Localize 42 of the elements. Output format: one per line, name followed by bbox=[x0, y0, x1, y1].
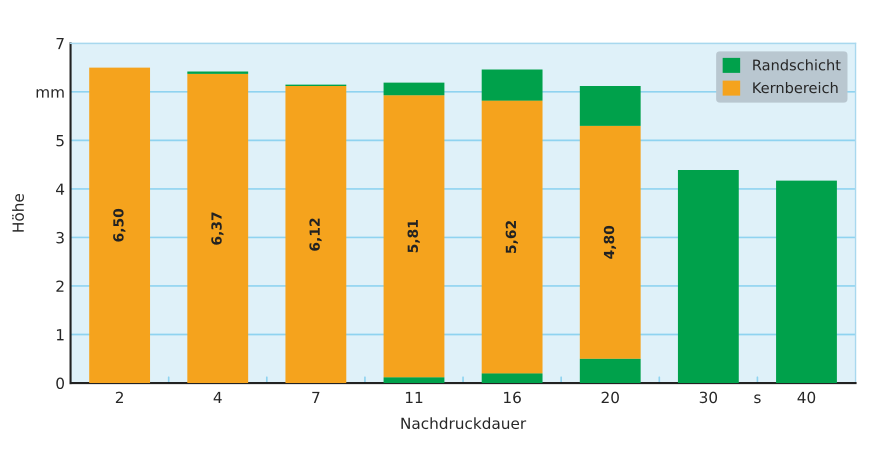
x-tick-label: 16 bbox=[504, 392, 521, 404]
data-label: 5,81 bbox=[408, 220, 420, 252]
y-tick-label: 2 bbox=[56, 280, 64, 292]
bar bbox=[187, 74, 248, 384]
bar bbox=[384, 95, 444, 378]
x-tick-label: 2 bbox=[116, 392, 123, 403]
y-tick-label: 5 bbox=[56, 135, 64, 146]
bar bbox=[384, 82, 444, 96]
bar bbox=[678, 170, 739, 384]
text: s bbox=[754, 394, 761, 404]
bar bbox=[776, 180, 837, 384]
data-label: 4,80 bbox=[604, 226, 616, 259]
x-tick-label: 20 bbox=[602, 392, 619, 404]
y-tick-label: 7 bbox=[56, 38, 64, 50]
x-axis-title: Nachdruckdauer bbox=[401, 417, 526, 430]
y-tick-label: 0 bbox=[56, 378, 64, 390]
x-tick-label: 30 bbox=[700, 392, 718, 404]
legend-label: Kernbereich bbox=[753, 82, 838, 94]
x-tick-label: 7 bbox=[312, 392, 320, 403]
x-tick-label: 40 bbox=[798, 392, 816, 404]
x-tick-label: 4 bbox=[214, 392, 222, 403]
data-label: 6,50 bbox=[113, 208, 126, 242]
bar bbox=[482, 100, 543, 374]
bar bbox=[285, 86, 346, 384]
bar bbox=[482, 70, 543, 101]
y-tick-label: 4 bbox=[56, 184, 64, 195]
y-tick-label: 1 bbox=[56, 329, 64, 340]
y-tick-label: 3 bbox=[56, 232, 64, 244]
bar bbox=[187, 71, 248, 74]
bar bbox=[384, 377, 444, 384]
y-tick-label: mm bbox=[36, 89, 64, 98]
bar bbox=[580, 126, 641, 359]
data-label: 6,37 bbox=[211, 212, 224, 245]
bar bbox=[482, 373, 543, 384]
bar bbox=[580, 86, 641, 126]
legend-label: Randschicht bbox=[753, 59, 841, 71]
bar bbox=[89, 68, 150, 384]
data-label: 6,12 bbox=[309, 218, 322, 251]
x-tick-label: 11 bbox=[406, 392, 422, 403]
data-label: 5,62 bbox=[506, 221, 518, 254]
bar bbox=[580, 358, 641, 384]
y-axis-title: Höhe bbox=[12, 194, 24, 232]
